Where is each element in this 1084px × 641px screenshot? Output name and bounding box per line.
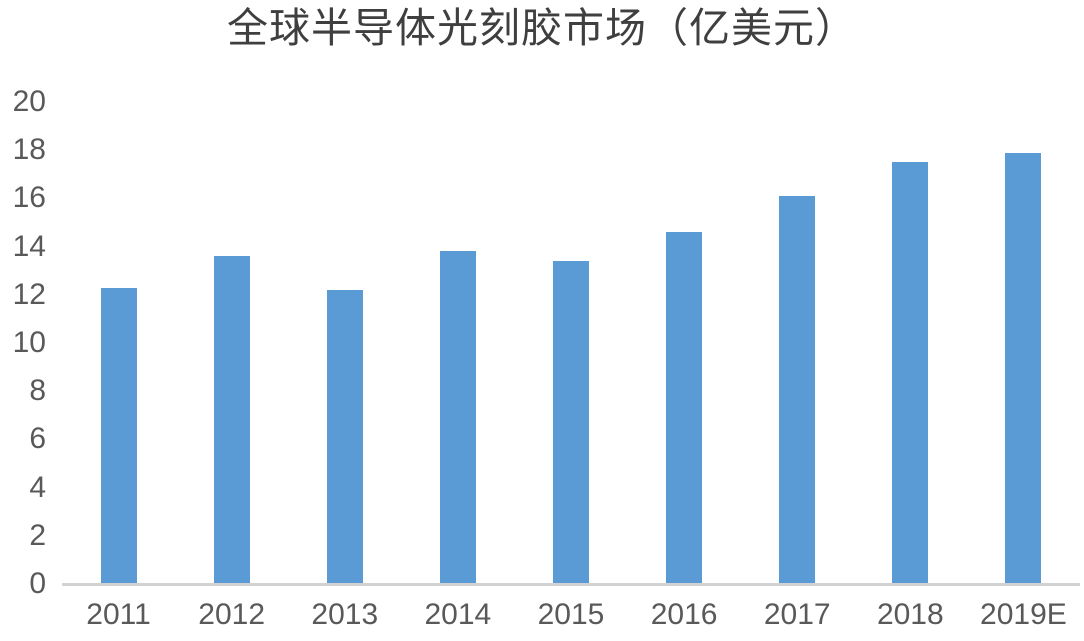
y-tick-label: 0 [29,567,46,600]
x-tick-label: 2018 [876,598,944,631]
x-axis-line [62,583,1080,586]
bar-slot [401,102,514,584]
y-tick-label: 6 [29,422,46,456]
bar-2018 [892,162,929,584]
y-tick-label: 4 [29,470,46,504]
bar-slot [175,102,288,584]
y-tick-label: 20 [12,85,46,118]
x-axis: 2011 2012 2013 2014 2015 2016 2017 2018 2019E [62,598,1080,631]
bar-slot [967,102,1080,584]
x-tick-label: 2019E [980,598,1067,631]
x-tick-label: 2013 [311,598,379,631]
bar-slot [514,102,627,584]
bar-2012 [213,256,250,584]
bar-2013 [326,289,363,584]
y-tick-label: 12 [12,277,46,311]
x-tick-label: 2017 [763,598,831,631]
y-tick-label: 16 [12,181,46,215]
bar-slot [628,102,741,584]
bar-2015 [552,261,589,584]
chart-title: 全球半导体光刻胶市场（亿美元） [227,5,857,51]
plot-area [62,102,1080,584]
y-tick-label: 8 [29,374,46,408]
x-tick-label: 2011 [86,598,151,631]
bar-slot [288,102,401,584]
bar-2016 [666,232,703,584]
bar-slot [854,102,967,584]
bar-2019E [1005,152,1042,584]
y-tick-label: 14 [12,229,46,263]
y-tick-label: 18 [12,133,46,167]
bar-2017 [779,196,816,584]
x-tick-label: 2016 [650,598,718,631]
bar-2011 [100,287,137,584]
y-tick-label: 10 [12,326,46,359]
y-tick-label: 2 [29,518,46,552]
bar-slot [62,102,175,584]
bar-slot [741,102,854,584]
bar-2014 [439,251,476,584]
y-axis: 0 2 4 6 8 10 12 14 16 18 20 [0,87,46,599]
x-tick-label: 2015 [537,598,605,631]
x-tick-label: 2012 [198,598,266,631]
x-tick-label: 2014 [424,598,492,631]
